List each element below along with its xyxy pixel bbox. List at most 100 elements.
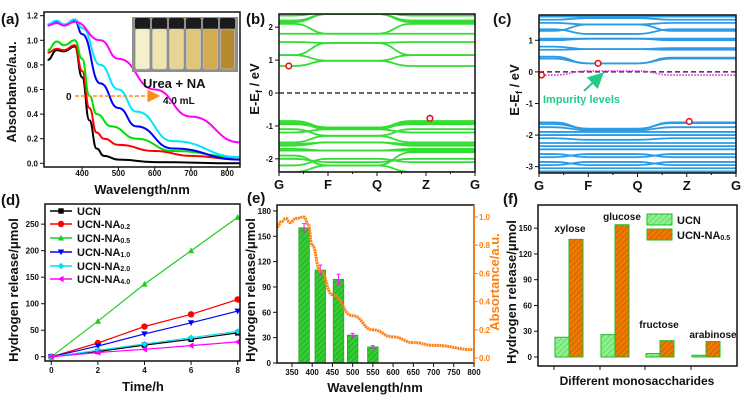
y-title-subscript: f — [254, 89, 264, 93]
k-point-label: G — [731, 178, 741, 193]
panel-label-d: (d) — [1, 192, 20, 209]
y2-tick-label: 0.2 — [479, 326, 491, 335]
absorbance-curve-1 — [47, 44, 241, 161]
y-tick-label: 60 — [262, 308, 271, 317]
category-label: xylose — [554, 224, 586, 235]
y-title-main: E-E — [247, 93, 262, 115]
y-title-main: E-E — [507, 94, 522, 116]
data-point — [141, 280, 148, 287]
data-point — [57, 249, 65, 256]
data-point — [94, 343, 102, 350]
y-tick-label: 120 — [519, 250, 533, 259]
vial — [135, 28, 150, 70]
k-point-label: G — [470, 177, 480, 192]
y-tick-label: 1 — [529, 36, 534, 45]
x-axis-title: Wavelength/nm — [94, 182, 190, 197]
legend-item-1: UCN-NA0.5 — [646, 228, 730, 242]
legend-label: UCN — [77, 206, 101, 218]
y-tick-label: 0 — [528, 353, 533, 362]
inset-label: Urea + NA — [143, 76, 206, 91]
k-point-label: Q — [372, 177, 382, 192]
x-tick-label: 2 — [96, 366, 101, 375]
y-title-subscript: f — [514, 90, 524, 94]
x-tick-label: 6 — [189, 366, 194, 375]
band-line-22 — [539, 161, 736, 166]
y2-axis-title: Absortance/a.u. — [487, 233, 502, 331]
band-line-21 — [279, 157, 475, 167]
y-tick-label: 90 — [523, 276, 532, 285]
band-line-11 — [279, 123, 475, 129]
category-label: arabinose — [689, 330, 737, 341]
legend-label: UCN-NA2.0 — [77, 261, 130, 273]
data-point — [141, 323, 148, 330]
x-axis-title: Wavelength/nm — [327, 380, 423, 395]
band-line-21 — [539, 153, 736, 159]
band-line-22 — [279, 164, 475, 172]
legend-item-3: UCN-NA1.0 — [50, 247, 130, 259]
bands — [539, 15, 736, 173]
x-tick-label: 0 — [49, 366, 54, 375]
k-point-label: G — [274, 177, 284, 192]
y-tick-label: 250 — [26, 220, 40, 229]
k-point-label: Z — [422, 177, 430, 192]
y-tick-label: 200 — [26, 247, 40, 256]
legend-item-1: UCN-NA0.2 — [50, 219, 130, 231]
k-point-label: F — [324, 177, 332, 192]
band-edge-marker-1 — [594, 59, 602, 67]
y2-tick-label: 0.8 — [479, 241, 491, 250]
y-tick-label: 180 — [258, 207, 272, 216]
absorbance-curve-0 — [47, 45, 241, 165]
y-tick-label: 0.6 — [27, 86, 39, 95]
y-tick-label: 60 — [523, 301, 532, 310]
y2-tick-label: 1.0 — [479, 213, 491, 222]
annotation-arrow-icon — [583, 72, 604, 92]
y-axis-title: E-Ef / eV — [507, 64, 524, 116]
data-point — [187, 334, 195, 341]
data-point — [57, 220, 65, 228]
y-tick-label: 1.2 — [27, 12, 39, 21]
error-bar-4 — [370, 345, 375, 349]
band-line-19 — [279, 157, 475, 164]
band-line-14 — [279, 134, 475, 144]
bar-4 — [367, 346, 379, 364]
band-line-2 — [279, 42, 475, 57]
x-tick-label: 800 — [221, 169, 235, 178]
x-tick-label: 700 — [184, 169, 198, 178]
y-axis-title: Hydrogen release/μmol — [6, 218, 21, 362]
vial-cap — [169, 18, 184, 29]
arrow-start-label: 0 — [66, 92, 72, 103]
legend-swatch — [646, 228, 673, 241]
y2-tick-label: 0.6 — [479, 269, 491, 278]
band-line-23 — [539, 161, 736, 166]
legend-label: UCN-NA0.2 — [77, 219, 130, 231]
y-tick-label: -2 — [526, 131, 534, 140]
band-line-1 — [539, 55, 736, 65]
panel-label: (b) — [246, 11, 265, 28]
x-tick-label: 500 — [112, 169, 126, 178]
x-tick-label: 700 — [427, 368, 441, 377]
absorbance-curve-5 — [47, 20, 241, 144]
y-tick-label: 30 — [523, 327, 532, 336]
x-tick-label: 550 — [366, 368, 380, 377]
y-tick-label: 0 — [267, 359, 272, 368]
y-tick-label: 50 — [30, 326, 39, 335]
band-edge-marker-0 — [285, 62, 293, 70]
y-tick-label: 2 — [269, 23, 274, 32]
y-tick-label: 1 — [269, 56, 274, 65]
x-tick-label: 600 — [386, 368, 400, 377]
bar-arabinose-1 — [705, 341, 721, 358]
vial-cap — [152, 18, 167, 29]
band-line-8 — [279, 14, 475, 17]
data-point — [187, 311, 195, 318]
y-tick-label: 150 — [26, 273, 40, 282]
x-tick-label: 650 — [407, 368, 421, 377]
y-axis-title: Hydrogen release/μmol — [504, 220, 519, 364]
band-line-3 — [539, 45, 736, 51]
band-line-1 — [279, 54, 475, 62]
band-line-8 — [539, 22, 736, 26]
data-point — [141, 346, 148, 353]
bar-fructose-0 — [645, 353, 661, 358]
y2-tick-label: 0.0 — [479, 354, 491, 363]
